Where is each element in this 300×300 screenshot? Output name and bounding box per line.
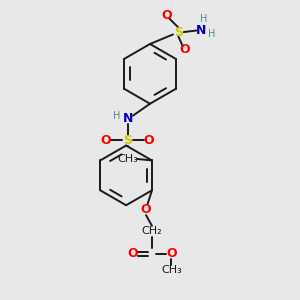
Text: O: O	[101, 134, 111, 147]
Text: S: S	[123, 134, 132, 147]
Text: CH₂: CH₂	[142, 226, 162, 236]
Text: O: O	[141, 203, 151, 216]
Text: N: N	[122, 112, 133, 125]
Text: H: H	[208, 28, 216, 38]
Text: H: H	[200, 14, 207, 24]
Text: O: O	[161, 9, 172, 22]
Text: O: O	[166, 247, 177, 260]
Text: O: O	[179, 43, 190, 56]
Text: N: N	[196, 24, 206, 37]
Text: CH₃: CH₃	[118, 154, 139, 164]
Text: H: H	[112, 111, 120, 121]
Text: O: O	[144, 134, 154, 147]
Text: O: O	[127, 247, 138, 260]
Text: S: S	[174, 26, 183, 38]
Text: CH₃: CH₃	[161, 265, 182, 275]
